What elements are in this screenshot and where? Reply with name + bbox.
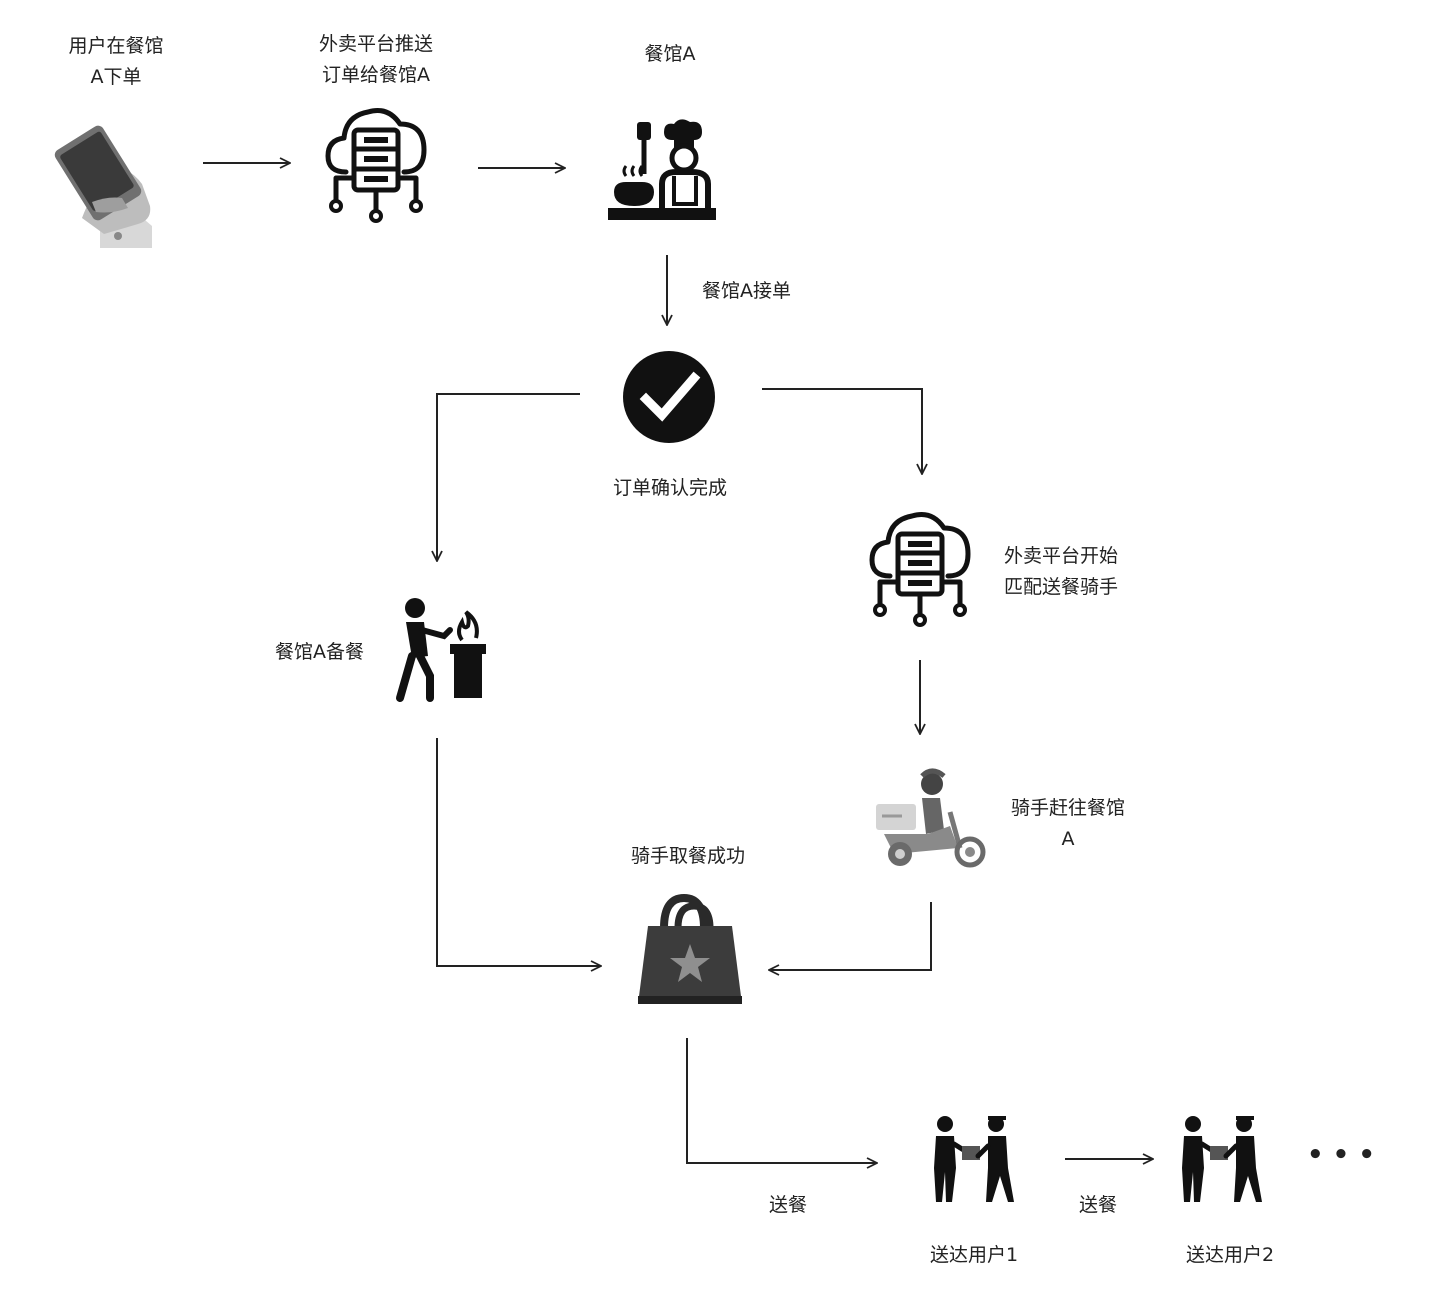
label-order-confirmed: 订单确认完成 (612, 477, 727, 499)
label-platform-push: 外卖平台推送 订单给餐馆A (318, 33, 433, 86)
scooter-rider-icon (876, 768, 986, 868)
cloud-server-icon (869, 512, 971, 627)
label-deliver-user-2: 送达用户2 (1185, 1244, 1275, 1266)
arrow-confirm-to-match (762, 388, 922, 474)
arrow-prepare-to-pickup (436, 738, 601, 966)
label-rider-go: 骑手赶往餐馆 A (1010, 797, 1125, 850)
label-restaurant: 餐馆A (644, 43, 696, 65)
label-user-order: 用户在餐馆 A下单 (68, 35, 164, 88)
label-deliver-edge-2: 送餐 (1078, 1194, 1117, 1216)
shopping-bag-icon (638, 893, 742, 1004)
arrow-pickup-to-deliver1 (686, 1038, 877, 1163)
more-ellipsis: • • • (1307, 1140, 1375, 1170)
cook-stove-icon (396, 598, 486, 702)
phone-hand-icon (54, 125, 152, 248)
handover-icon (1182, 1116, 1262, 1202)
chef-cooking-icon (608, 119, 716, 220)
label-prepare: 餐馆A备餐 (275, 641, 364, 663)
label-pickup: 骑手取餐成功 (630, 845, 745, 867)
label-platform-match: 外卖平台开始 匹配送餐骑手 (1004, 545, 1119, 598)
label-accept-order: 餐馆A接单 (702, 280, 791, 302)
handover-icon (934, 1116, 1014, 1202)
arrow-rider-to-pickup (769, 902, 932, 970)
label-deliver-edge-1: 送餐 (768, 1194, 807, 1216)
checkmark-icon (623, 351, 715, 443)
cloud-server-icon (325, 108, 427, 223)
arrow-confirm-to-prepare (437, 393, 580, 561)
label-deliver-user-1: 送达用户1 (929, 1244, 1019, 1266)
